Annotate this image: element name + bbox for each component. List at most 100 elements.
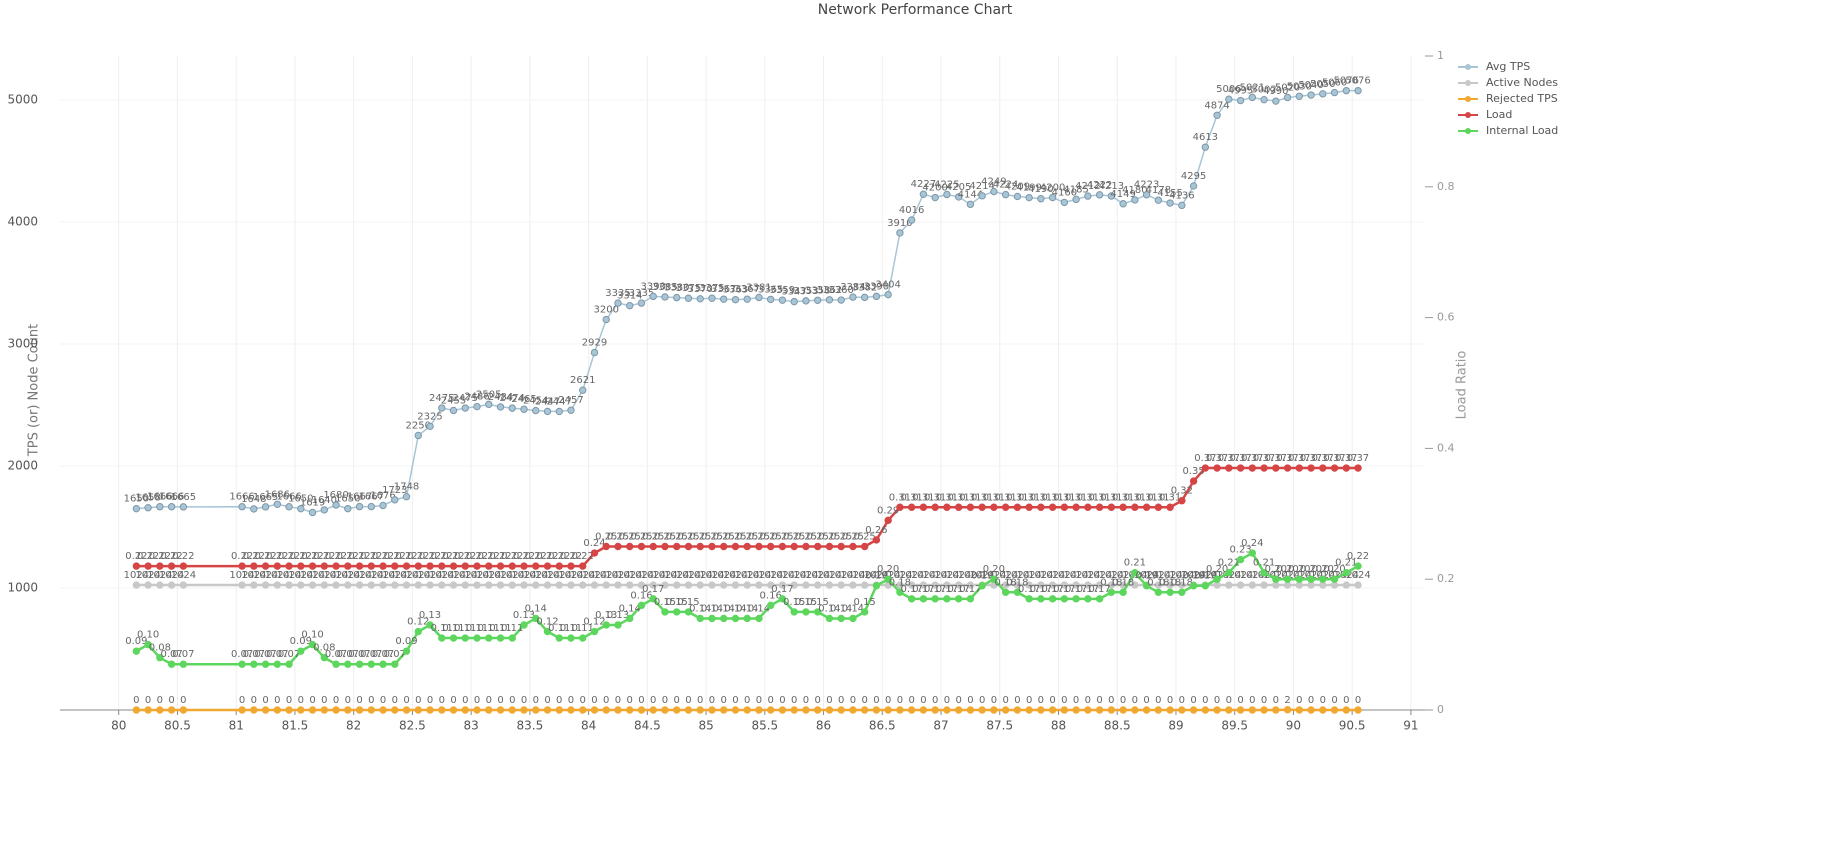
data-label: 0: [662, 695, 668, 706]
data-point: [1295, 464, 1304, 472]
data-label: 0.25: [607, 532, 629, 543]
data-point: [1037, 581, 1045, 589]
data-point: [1119, 588, 1127, 596]
data-label: 1024: [429, 570, 454, 581]
data-point: [496, 562, 505, 570]
data-label: 0.20: [983, 564, 1005, 575]
data-label: 0.37: [1253, 453, 1275, 464]
x-tick-label: 81: [229, 719, 244, 733]
data-label: 0.25: [666, 532, 688, 543]
data-point: [520, 562, 528, 570]
data-label: 0.22: [548, 551, 570, 562]
data-label: 0.11: [572, 623, 594, 634]
data-label: 0: [955, 695, 961, 706]
data-label: 4995: [1228, 86, 1253, 97]
data-label: 0.17: [1018, 584, 1040, 595]
data-point: [1342, 568, 1350, 577]
data-label: 0: [521, 695, 527, 706]
data-label: 0: [474, 695, 480, 706]
data-label: 1024: [864, 570, 889, 581]
legend-item[interactable]: Active Nodes: [1458, 76, 1558, 89]
data-point: [790, 608, 798, 616]
legend-marker: [1465, 80, 1471, 86]
data-label: 0.13: [595, 610, 617, 621]
data-point: [1084, 595, 1092, 603]
data-point: [473, 562, 481, 570]
data-label: 0: [262, 695, 268, 706]
data-point: [1248, 464, 1257, 472]
data-label: 0.25: [724, 532, 746, 543]
data-label: 3384: [840, 282, 865, 293]
data-label: 0: [1179, 695, 1185, 706]
data-label: 0.18: [1006, 577, 1028, 588]
data-point: [1189, 582, 1198, 590]
data-point: [896, 706, 904, 714]
data-point: [1307, 575, 1315, 583]
data-point: [966, 503, 975, 511]
data-label: 0: [556, 695, 562, 706]
data-point: [661, 581, 669, 589]
data-point: [872, 582, 881, 590]
data-point: [1272, 464, 1280, 472]
data-label: 0.31: [912, 492, 934, 503]
data-point: [802, 297, 810, 305]
data-label: 0: [568, 695, 574, 706]
data-label: 1024: [1099, 570, 1124, 581]
data-label: 0: [1343, 695, 1349, 706]
data-label: 0: [1073, 695, 1079, 706]
data-point: [144, 581, 152, 589]
data-label: 0.25: [713, 532, 735, 543]
data-point: [802, 706, 810, 714]
data-point: [684, 706, 693, 714]
data-label: 0.22: [489, 551, 511, 562]
legend-item[interactable]: Load: [1458, 108, 1512, 121]
data-point: [426, 706, 434, 714]
data-label: 0: [1049, 695, 1055, 706]
data-label: 1676: [370, 491, 395, 502]
data-label: 2621: [570, 375, 595, 386]
data-label: 4155: [1157, 188, 1182, 199]
data-point: [273, 706, 282, 714]
data-label: 0.13: [607, 610, 629, 621]
data-label: 5040: [1298, 80, 1323, 91]
data-label: 0: [803, 695, 809, 706]
legend-item[interactable]: Internal Load: [1458, 124, 1558, 137]
data-point: [602, 621, 610, 629]
legend-item[interactable]: Avg TPS: [1458, 60, 1530, 73]
data-label: 0.22: [301, 551, 323, 562]
data-point: [1107, 588, 1116, 596]
data-label: 0.37: [1323, 453, 1345, 464]
data-point: [813, 542, 822, 551]
data-label: 0.25: [654, 532, 676, 543]
data-label: 0.31: [924, 492, 946, 503]
data-point: [590, 348, 599, 357]
data-label: 0: [321, 695, 327, 706]
data-label: 0: [462, 695, 468, 706]
data-point: [508, 706, 516, 714]
data-label: 1024: [265, 570, 290, 581]
data-label: 3367: [734, 284, 759, 295]
data-point: [696, 706, 704, 714]
data-point: [1131, 503, 1139, 511]
data-label: 0.18: [889, 577, 911, 588]
data-point: [766, 706, 775, 714]
data-label: 3390: [640, 281, 665, 292]
data-point: [931, 595, 939, 603]
data-point: [1131, 196, 1139, 204]
data-point: [1260, 95, 1268, 104]
data-label: 0.31: [948, 492, 970, 503]
data-label: 0.17: [959, 584, 981, 595]
data-point: [1178, 581, 1186, 589]
data-label: 0.31: [983, 492, 1005, 503]
data-label: 0.08: [149, 643, 171, 654]
data-label: 0.07: [172, 649, 194, 660]
legend-item[interactable]: Rejected TPS: [1458, 92, 1558, 105]
data-point: [520, 581, 528, 589]
data-point: [1342, 464, 1350, 472]
data-label: 0.11: [454, 623, 476, 634]
data-label: 5020: [1275, 82, 1300, 93]
data-point: [684, 542, 693, 551]
data-point: [790, 297, 798, 306]
data-label: 0: [309, 695, 315, 706]
legend-marker: [1465, 112, 1471, 118]
